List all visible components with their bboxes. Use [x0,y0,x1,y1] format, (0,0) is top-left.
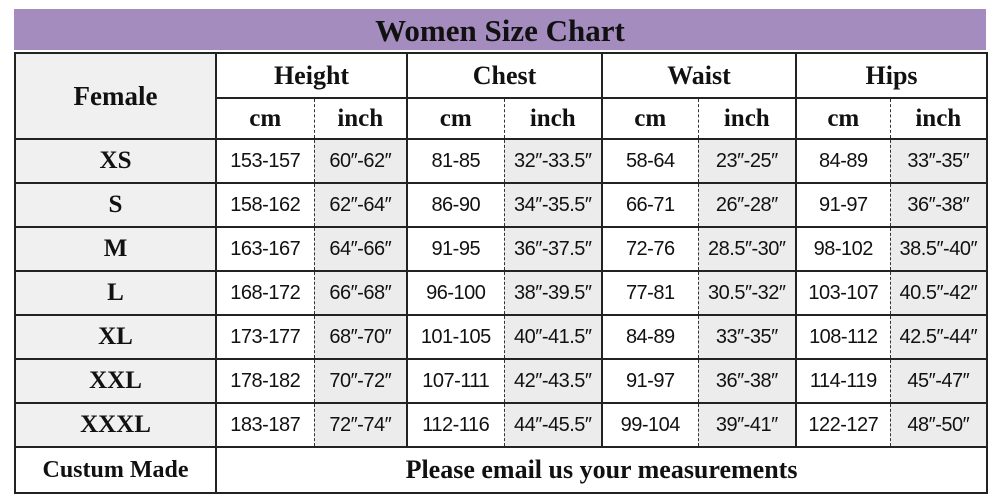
table-row: XS 153-157 60″-62″ 81-85 32″-33.5″ 58-64 23″-2… [14,138,989,184]
inch-value: 68″-70″ [313,314,409,360]
inch-value: 64″-66″ [313,226,409,272]
height-header: Height [214,52,409,99]
cm-value: 91-97 [795,182,891,228]
inch-value: 23″-25″ [697,138,798,184]
unit-cm-header: cm [406,97,505,140]
inch-value: 39″-41″ [697,402,798,448]
cm-value: 72-76 [601,226,699,272]
size-label: XXXL [14,402,217,448]
unit-inch-header: inch [313,97,409,140]
cm-value: 173-177 [215,314,315,360]
cm-value: 66-71 [601,182,699,228]
female-header: Female [14,52,217,140]
inch-value: 36″-38″ [889,182,989,228]
cm-value: 98-102 [795,226,891,272]
hips-header: Hips [795,52,989,99]
size-label: M [14,226,217,272]
cm-value: 122-127 [795,402,891,448]
cm-value: 91-97 [601,358,699,404]
cm-value: 81-85 [406,138,505,184]
size-label: XS [14,138,217,184]
inch-value: 36″-38″ [697,358,798,404]
cm-value: 84-89 [795,138,891,184]
inch-value: 45″-47″ [889,358,989,404]
custom-made-label: Custum Made [14,446,217,494]
inch-value: 66″-68″ [313,270,409,316]
unit-inch-header: inch [503,97,604,140]
inch-value: 34″-35.5″ [503,182,604,228]
inch-value: 70″-72″ [313,358,409,404]
inch-value: 60″-62″ [313,138,409,184]
inch-value: 33″-35″ [889,138,989,184]
cm-value: 99-104 [601,402,699,448]
unit-cm-header: cm [601,97,699,140]
inch-value: 44″-45.5″ [503,402,604,448]
unit-inch-header: inch [889,97,989,140]
cm-value: 183-187 [215,402,315,448]
cm-value: 91-95 [406,226,505,272]
unit-inch-header: inch [697,97,798,140]
table-row: XL 173-177 68″-70″ 101-105 40″-41.5″ 84-89 33″… [14,314,989,360]
inch-value: 42.5″-44″ [889,314,989,360]
cm-value: 58-64 [601,138,699,184]
unit-cm-header: cm [215,97,315,140]
cm-value: 77-81 [601,270,699,316]
cm-value: 114-119 [795,358,891,404]
custom-made-message: Please email us your measurements [214,446,989,494]
inch-value: 28.5″-30″ [697,226,798,272]
cm-value: 178-182 [215,358,315,404]
table-row: XXXL 183-187 72″-74″ 112-116 44″-45.5″ 99-104… [14,402,989,448]
table-row: S 158-162 62″-64″ 86-90 34″-35.5″ 66-71 26″-28… [14,182,989,228]
size-label: XXL [14,358,217,404]
cm-value: 163-167 [215,226,315,272]
inch-value: 36″-37.5″ [503,226,604,272]
inch-value: 38.5″-40″ [889,226,989,272]
size-chart-table: Female Height Chest Waist Hips cm inch cm i… [14,52,989,494]
inch-value: 32″-33.5″ [503,138,604,184]
waist-header: Waist [601,52,798,99]
size-label: L [14,270,217,316]
inch-value: 30.5″-32″ [697,270,798,316]
table-row: XXL 178-182 70″-72″ 107-111 42″-43.5″ 91-97 36… [14,358,989,404]
cm-value: 108-112 [795,314,891,360]
cm-value: 107-111 [406,358,505,404]
inch-value: 48″-50″ [889,402,989,448]
inch-value: 40.5″-42″ [889,270,989,316]
size-label: S [14,182,217,228]
inch-value: 33″-35″ [697,314,798,360]
chart-title: Women Size Chart [14,9,986,50]
cm-value: 84-89 [601,314,699,360]
cm-value: 101-105 [406,314,505,360]
inch-value: 38″-39.5″ [503,270,604,316]
table-row: L 168-172 66″-68″ 96-100 38″-39.5″ 77-81 30.5″… [14,270,989,316]
inch-value: 62″-64″ [313,182,409,228]
unit-cm-header: cm [795,97,891,140]
size-label: XL [14,314,217,360]
cm-value: 153-157 [215,138,315,184]
inch-value: 72″-74″ [313,402,409,448]
inch-value: 40″-41.5″ [503,314,604,360]
inch-value: 42″-43.5″ [503,358,604,404]
cm-value: 168-172 [215,270,315,316]
inch-value: 26″-28″ [697,182,798,228]
chest-header: Chest [406,52,604,99]
cm-value: 86-90 [406,182,505,228]
cm-value: 158-162 [215,182,315,228]
cm-value: 112-116 [406,402,505,448]
cm-value: 103-107 [795,270,891,316]
table-row: M 163-167 64″-66″ 91-95 36″-37.5″ 72-76 28.5″-… [14,226,989,272]
cm-value: 96-100 [406,270,505,316]
